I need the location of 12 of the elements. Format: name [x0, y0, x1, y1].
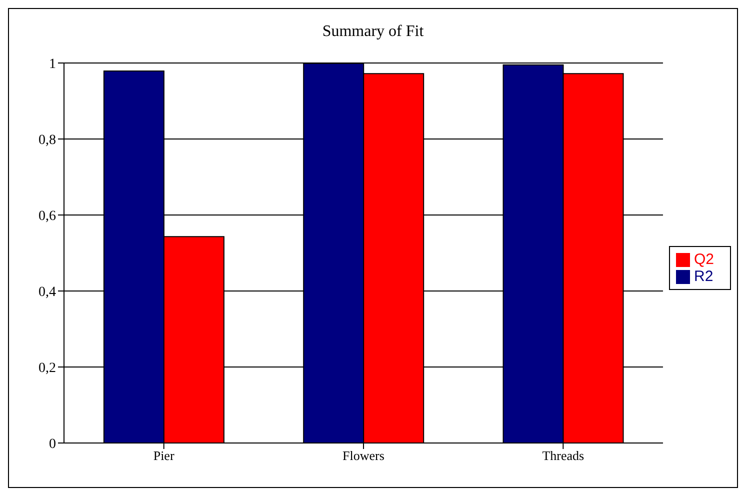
chart-title: Summary of Fit: [321, 22, 425, 42]
legend-label: Q2: [694, 251, 714, 268]
y-tick-label: 0,8: [38, 132, 56, 148]
y-tick-label: 0,6: [38, 208, 56, 224]
y-tick-label: 0,4: [38, 284, 56, 300]
x-tick-label: Pier: [153, 448, 175, 464]
x-tick-label: Threads: [542, 448, 584, 464]
legend-label: R2: [694, 268, 714, 285]
y-tick-label: 0,2: [38, 360, 56, 376]
x-tick-label: Flowers: [342, 448, 384, 464]
y-tick-label: 1: [49, 56, 56, 72]
y-tick-label: 0: [49, 436, 56, 452]
